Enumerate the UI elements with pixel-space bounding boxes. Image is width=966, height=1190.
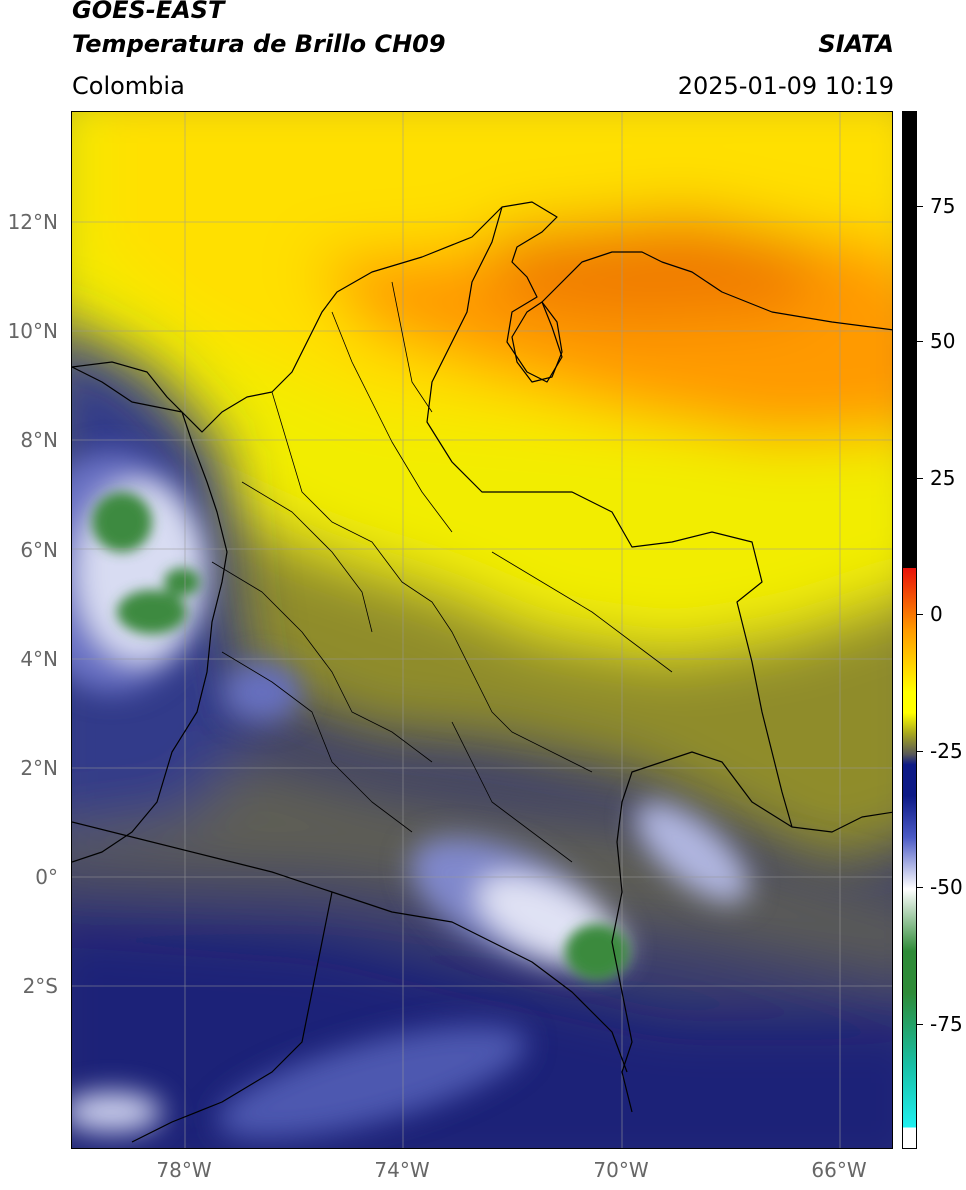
maracaibo-lake (511, 301, 563, 383)
cbar-label-25: 25 (930, 466, 956, 490)
lat-label-2n: 2°N (20, 756, 58, 780)
lat-label-12n: 12°N (7, 210, 58, 234)
brightness-temperature-image (72, 112, 892, 1148)
cold-cloud-tops (92, 492, 629, 980)
cold-top-pacific-2 (117, 590, 187, 634)
dark-orange-patch (492, 212, 832, 322)
lat-label-10n: 10°N (7, 319, 58, 343)
lon-label-78w: 78°W (156, 1158, 212, 1182)
lat-label-6n: 6°N (20, 538, 58, 562)
cloud-southwest (217, 1025, 527, 1139)
lon-label-70w: 70°W (593, 1158, 649, 1182)
cbar-label-0: 0 (930, 602, 943, 626)
lat-label-4n: 4°N (20, 647, 58, 671)
border-panama (72, 366, 183, 413)
cbar-tick (917, 614, 923, 615)
lon-label-74w: 74°W (374, 1158, 430, 1182)
border-venezuela (426, 206, 892, 833)
border-peru (72, 821, 628, 1073)
cold-top-pacific-1 (92, 492, 152, 552)
lon-label-66w: 66°W (811, 1158, 867, 1182)
cbar-tick (917, 1024, 923, 1025)
border-ecuador-peru (131, 891, 333, 1143)
satellite-title: GOES-EAST (72, 0, 225, 24)
cbar-tick (917, 341, 923, 342)
cold-top-pacific-3 (164, 568, 200, 596)
region-label: Colombia (72, 72, 185, 100)
cbar-tick (917, 751, 923, 752)
cbar-tick (917, 887, 923, 888)
satellite-map[interactable] (71, 111, 893, 1149)
cbar-tick (917, 478, 923, 479)
temperature-colorbar (902, 111, 917, 1149)
lat-label-0: 0° (35, 865, 58, 889)
cbar-tick (917, 206, 923, 207)
gridlines (72, 112, 892, 1148)
cbar-label-50: 50 (930, 329, 956, 353)
cold-top-amazon (565, 924, 629, 980)
cloud-choco (222, 662, 302, 722)
border-brazil (611, 751, 793, 1113)
coastline-caribbean (72, 201, 892, 433)
cbar-label-75: 75 (930, 194, 956, 218)
lat-label-2s: 2°S (22, 974, 58, 998)
cbar-label-minus25: -25 (930, 739, 963, 763)
cbar-label-minus50: -50 (930, 875, 963, 899)
cloud-corner (72, 1092, 162, 1132)
lat-label-8n: 8°N (20, 428, 58, 452)
coastline-pacific (72, 411, 228, 863)
dept-lines (211, 281, 673, 863)
product-title: Temperatura de Brillo CH09 (72, 30, 446, 58)
borders (72, 201, 892, 1143)
cbar-label-minus75: -75 (930, 1012, 963, 1036)
brand-label: SIATA (818, 30, 894, 58)
datetime-label: 2025-01-09 10:19 (677, 72, 894, 100)
